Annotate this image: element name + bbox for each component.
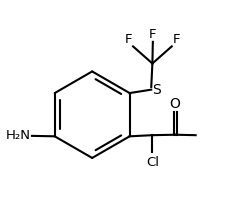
Text: F: F	[124, 33, 132, 46]
Text: Cl: Cl	[146, 156, 159, 169]
Text: O: O	[170, 97, 181, 111]
Text: F: F	[173, 33, 180, 46]
Text: H₂N: H₂N	[6, 129, 31, 142]
Text: S: S	[152, 83, 161, 97]
Text: F: F	[149, 28, 157, 41]
